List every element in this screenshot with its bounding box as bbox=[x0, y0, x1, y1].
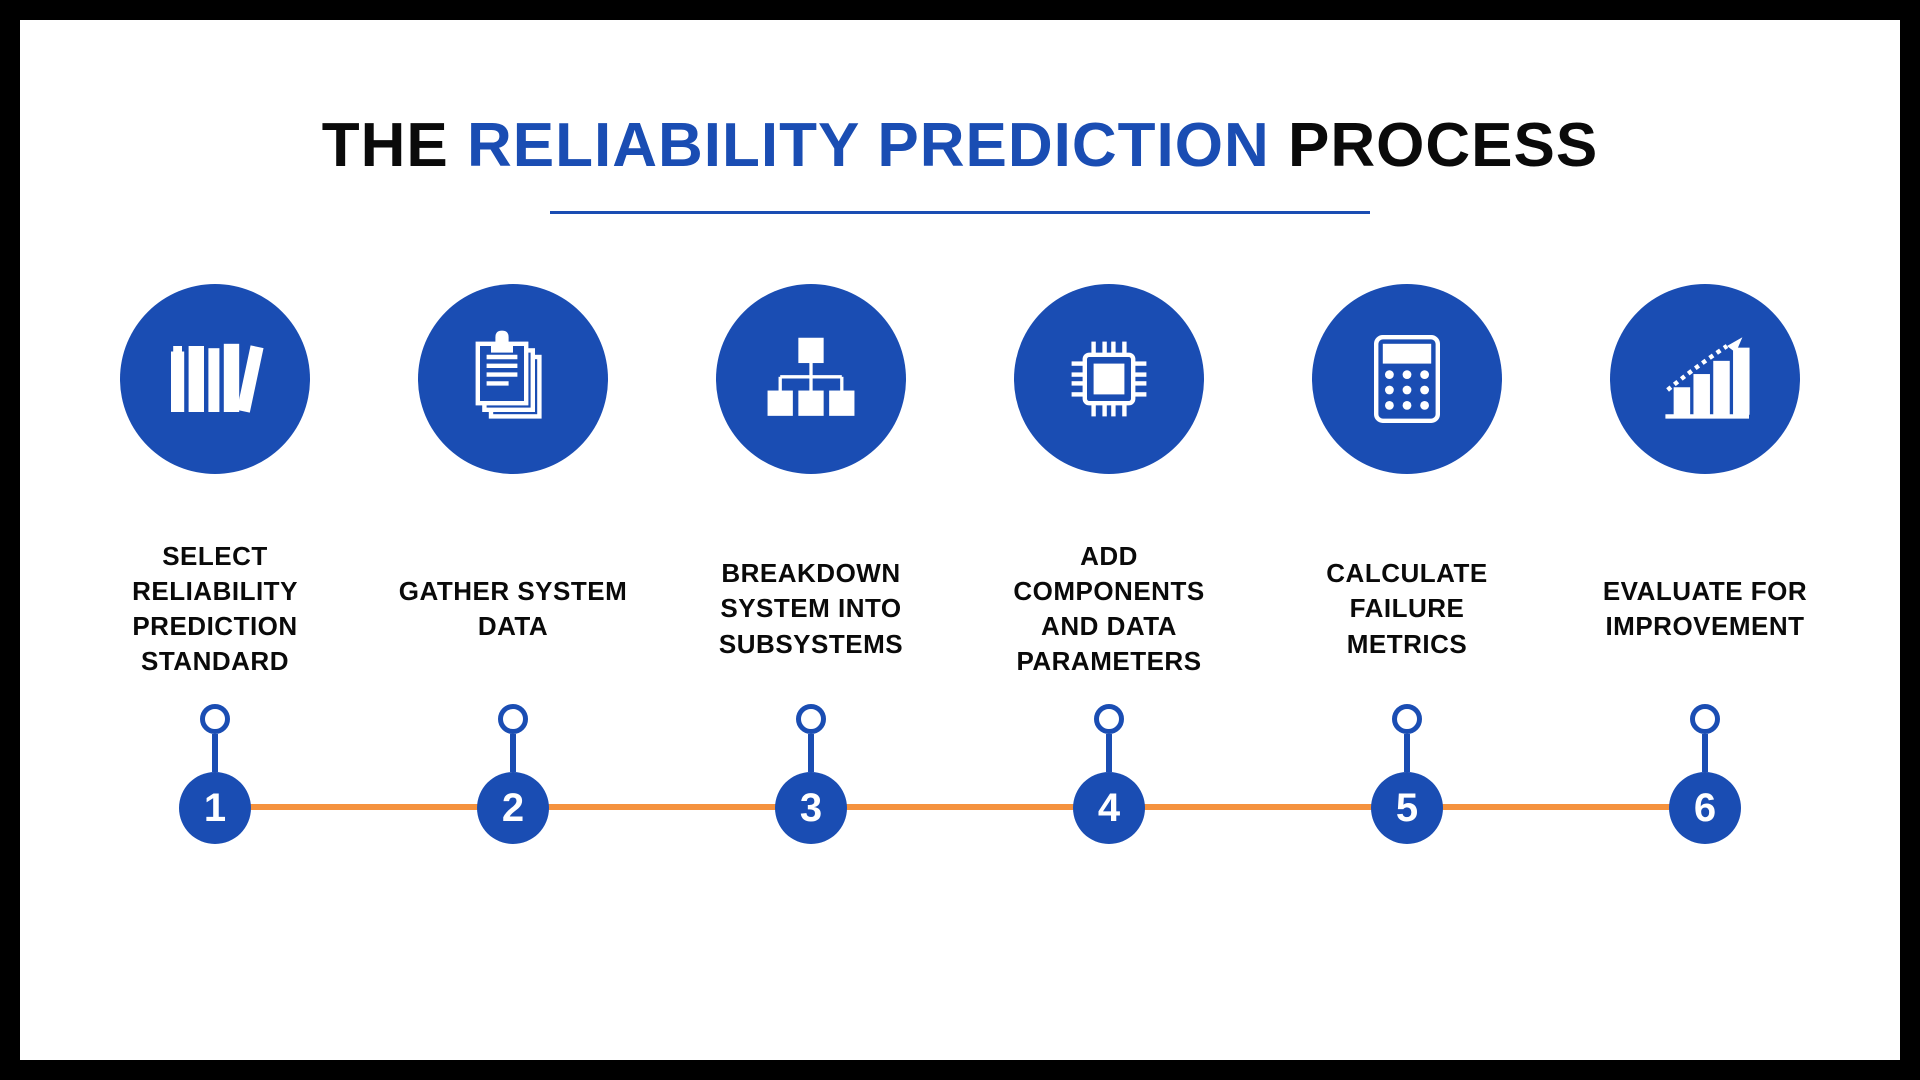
node-badge-6: 6 bbox=[1669, 772, 1741, 844]
step-3: Breakdown System into Subsystems bbox=[696, 284, 926, 684]
node-stem bbox=[808, 734, 814, 772]
calculator-icon bbox=[1312, 284, 1502, 474]
node-stem bbox=[1404, 734, 1410, 772]
node-badge-2: 2 bbox=[477, 772, 549, 844]
books-icon bbox=[120, 284, 310, 474]
hierarchy-icon bbox=[716, 284, 906, 474]
growth-chart-icon bbox=[1610, 284, 1800, 474]
main-title: The Reliability Prediction Process bbox=[100, 110, 1820, 181]
node-stem bbox=[212, 734, 218, 772]
node-ring bbox=[498, 704, 528, 734]
steps-row: Select Reliability Prediction Standard G… bbox=[100, 284, 1820, 684]
step-1: Select Reliability Prediction Standard bbox=[100, 284, 330, 684]
node-stem bbox=[1702, 734, 1708, 772]
chip-icon bbox=[1014, 284, 1204, 474]
timeline-nodes: 1 2 3 4 5 bbox=[100, 704, 1820, 844]
step-5-label: Calculate Failure Metrics bbox=[1292, 534, 1522, 684]
title-part2: Reliability Prediction bbox=[467, 111, 1270, 180]
timeline-node-4: 4 bbox=[994, 704, 1224, 844]
step-6: Evaluate for improvement bbox=[1590, 284, 1820, 684]
step-3-label: Breakdown System into Subsystems bbox=[696, 534, 926, 684]
timeline-node-6: 6 bbox=[1590, 704, 1820, 844]
documents-icon bbox=[418, 284, 608, 474]
node-ring bbox=[1094, 704, 1124, 734]
timeline-node-2: 2 bbox=[398, 704, 628, 844]
node-ring bbox=[200, 704, 230, 734]
step-5: Calculate Failure Metrics bbox=[1292, 284, 1522, 684]
title-part3: Process bbox=[1270, 111, 1598, 180]
step-4-label: Add components and data parameters bbox=[994, 534, 1224, 684]
title-underline bbox=[550, 211, 1370, 214]
node-badge-3: 3 bbox=[775, 772, 847, 844]
timeline-node-1: 1 bbox=[100, 704, 330, 844]
title-part1: The bbox=[322, 111, 467, 180]
node-stem bbox=[510, 734, 516, 772]
node-ring bbox=[1690, 704, 1720, 734]
node-stem bbox=[1106, 734, 1112, 772]
timeline-node-5: 5 bbox=[1292, 704, 1522, 844]
node-ring bbox=[796, 704, 826, 734]
infographic-frame: The Reliability Prediction Process bbox=[20, 20, 1900, 1060]
node-badge-1: 1 bbox=[179, 772, 251, 844]
timeline-node-3: 3 bbox=[696, 704, 926, 844]
step-1-label: Select Reliability Prediction Standard bbox=[100, 534, 330, 684]
step-2: Gather System Data bbox=[398, 284, 628, 684]
node-ring bbox=[1392, 704, 1422, 734]
step-4: Add components and data parameters bbox=[994, 284, 1224, 684]
node-badge-4: 4 bbox=[1073, 772, 1145, 844]
step-2-label: Gather System Data bbox=[398, 534, 628, 684]
timeline: 1 2 3 4 5 bbox=[100, 704, 1820, 844]
node-badge-5: 5 bbox=[1371, 772, 1443, 844]
step-6-label: Evaluate for improvement bbox=[1590, 534, 1820, 684]
